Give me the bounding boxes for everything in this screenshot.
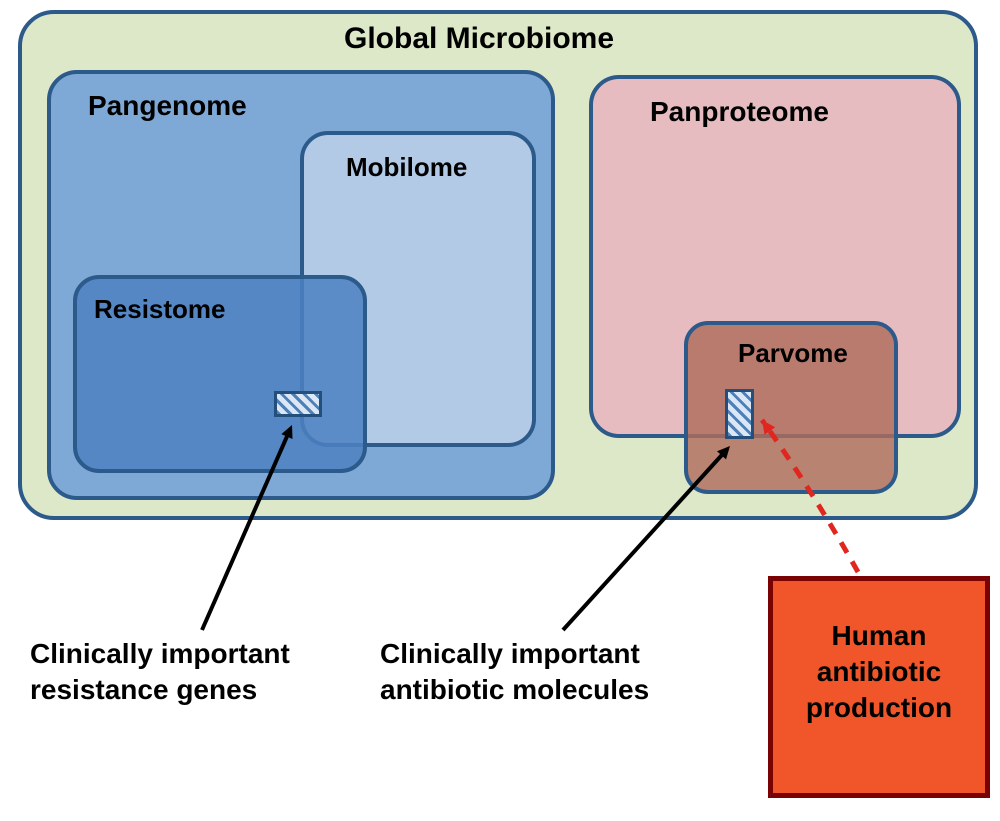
human-box-label-line3: production xyxy=(768,692,990,724)
antibiotic-molecules-annotation-line2: antibiotic molecules xyxy=(380,674,649,706)
human-box-label-line1: Human xyxy=(768,620,990,652)
pangenome-label: Pangenome xyxy=(88,90,247,122)
resistance-genes-marker xyxy=(274,391,322,417)
resistance-genes-annotation-line1: Clinically important xyxy=(30,638,290,670)
global-microbiome-title: Global Microbiome xyxy=(344,22,614,56)
panproteome-label: Panproteome xyxy=(650,96,829,128)
diagram-stage: Global Microbiome Pangenome Mobilome Res… xyxy=(0,0,1000,821)
mobilome-label: Mobilome xyxy=(346,152,467,183)
resistome-label: Resistome xyxy=(94,294,226,325)
antibiotic-molecules-marker xyxy=(725,389,754,439)
resistance-genes-annotation-line2: resistance genes xyxy=(30,674,257,706)
antibiotic-molecules-annotation-line1: Clinically important xyxy=(380,638,640,670)
human-box-label-line2: antibiotic xyxy=(768,656,990,688)
parvome-label: Parvome xyxy=(738,338,848,369)
